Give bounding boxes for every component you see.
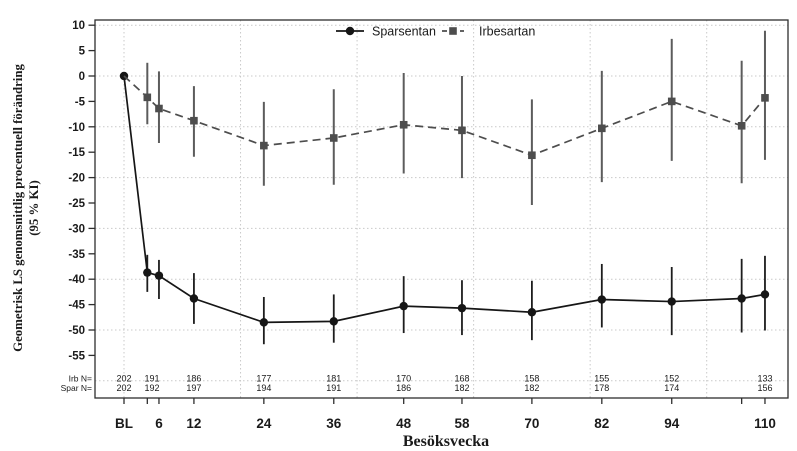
x-tick-label: 12 (186, 416, 201, 431)
data-point-irbesartan-w110 (761, 94, 769, 102)
n-value: 192 (144, 383, 159, 393)
n-value: 177 (256, 374, 271, 384)
n-value: 191 (144, 374, 159, 384)
legend-marker-sparsentan (345, 26, 355, 36)
y-tick-label: -10 (68, 122, 85, 134)
x-tick-label: 82 (594, 416, 609, 431)
n-value: 186 (186, 374, 201, 384)
data-point-sparsentan-w6 (154, 271, 164, 280)
x-tick-label: BL (115, 416, 133, 431)
data-point-sparsentan-w110 (760, 290, 770, 299)
y-tick-label: -35 (68, 249, 85, 261)
x-tick-label: 6 (155, 416, 163, 431)
n-value: 197 (186, 383, 201, 393)
n-value: 156 (757, 383, 772, 393)
markers-irbesartan (143, 93, 769, 160)
n-value: 194 (256, 383, 271, 393)
x-tick-label: 24 (256, 416, 272, 431)
n-table: Irb N= 202 191 186 177 181 170 168 158 155 152 133 S… (61, 374, 773, 394)
n-value: 202 (116, 383, 131, 393)
data-point-irbesartan-w4 (143, 93, 152, 102)
n-value: 133 (757, 374, 772, 384)
y-axis: 10 5 0 -5 -10 -15 -20 -25 -30 -35 -40 -45 -50 -55 (68, 20, 95, 362)
data-point-sparsentan-w82 (597, 295, 607, 304)
error-bars-irbesartan (146, 30, 766, 206)
legend-label-sparsentan: Sparsentan (372, 25, 436, 39)
y-tick-label: 10 (72, 20, 85, 32)
data-point-sparsentan-w94 (667, 297, 676, 306)
x-tick-label: 58 (454, 416, 470, 431)
x-axis-title: Besöksvecka (403, 433, 489, 450)
y-tick-label: -15 (68, 147, 85, 159)
data-point-sparsentan-w106 (737, 294, 746, 303)
n-value: 191 (326, 383, 341, 393)
data-point-sparsentan-w48 (399, 301, 408, 311)
data-point-sparsentan-w70 (527, 308, 537, 317)
x-tick-label: 110 (754, 416, 776, 431)
y-axis-title-line2: (95 % KI) (27, 180, 41, 235)
y-tick-label: 0 (79, 71, 85, 83)
data-point-irbesartan-w24 (260, 141, 268, 150)
data-point-sparsentan-w24 (259, 318, 269, 327)
plot-frame (94, 19, 789, 399)
y-tick-label: -25 (68, 198, 85, 210)
series-line-irbesartan (123, 75, 766, 157)
gridlines (95, 20, 788, 398)
n-value: 168 (454, 374, 469, 384)
data-point-irbesartan-w58 (458, 126, 466, 135)
data-point-irbesartan-w106 (737, 121, 746, 130)
data-point-irbesartan-w48 (399, 120, 408, 129)
data-point-sparsentan-w4 (143, 268, 152, 277)
data-point-irbesartan-w70 (528, 151, 536, 160)
x-tick-label: 94 (664, 416, 680, 431)
y-tick-label: -55 (68, 350, 85, 362)
data-point-sparsentan-w36 (329, 317, 338, 326)
n-value: 182 (524, 383, 539, 393)
n-value: 186 (396, 383, 411, 393)
n-row-label: Irb N= (69, 374, 92, 384)
data-point-irbesartan-w36 (329, 134, 338, 142)
markers-sparsentan (119, 71, 770, 327)
legend: Sparsentan Irbesartan (336, 25, 535, 39)
data-point-irbesartan-w82 (598, 124, 606, 133)
n-value: 202 (116, 374, 131, 384)
n-value: 155 (594, 374, 609, 384)
y-tick-label: -30 (68, 223, 85, 235)
n-value: 174 (664, 383, 679, 393)
legend-marker-irbesartan (449, 27, 457, 35)
x-tick-label: 48 (396, 416, 412, 431)
n-value: 178 (594, 383, 609, 393)
y-tick-label: -40 (68, 274, 85, 286)
data-point-irbesartan-w6 (155, 104, 163, 113)
n-value: 152 (664, 374, 679, 384)
n-value: 182 (454, 383, 469, 393)
series-line-sparsentan (123, 75, 766, 324)
n-value: 170 (396, 374, 411, 384)
x-axis: BL 6 12 24 36 48 58 70 82 94 110 (115, 398, 776, 431)
data-point-irbesartan-w94 (667, 97, 676, 106)
n-value: 158 (524, 374, 539, 384)
legend-label-irbesartan: Irbesartan (479, 25, 535, 39)
y-axis-title-line1: Geometrisk LS genomsnittlig procentuell … (11, 64, 25, 352)
y-tick-label: 5 (79, 46, 86, 58)
y-tick-label: -5 (75, 96, 86, 108)
data-point-sparsentan-w12 (189, 294, 199, 303)
y-tick-label: -50 (68, 325, 85, 337)
data-point-irbesartan-w12 (190, 116, 198, 125)
x-tick-label: 36 (326, 416, 342, 431)
data-point-sparsentan-w58 (457, 303, 467, 313)
n-row-label: Spar N= (61, 383, 92, 393)
y-tick-label: -20 (68, 173, 85, 185)
n-value: 181 (326, 374, 341, 384)
y-tick-label: -45 (68, 300, 85, 312)
x-tick-label: 70 (524, 416, 539, 431)
